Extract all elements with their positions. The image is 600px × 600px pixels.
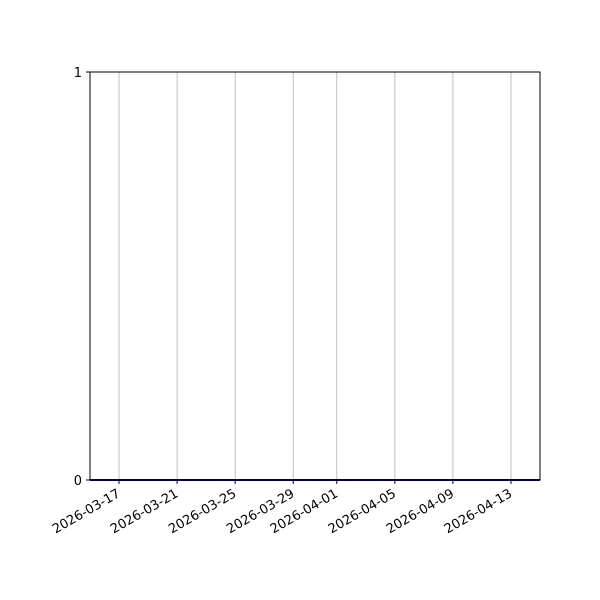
y-axis: 01 [74,66,90,489]
axes-frame [89,71,541,481]
grid-lines [118,72,512,480]
x-axis: 2026-03-172026-03-212026-03-252026-03-29… [50,480,515,537]
y-tick-label: 1 [74,66,82,81]
y-tick-label: 0 [74,474,82,489]
